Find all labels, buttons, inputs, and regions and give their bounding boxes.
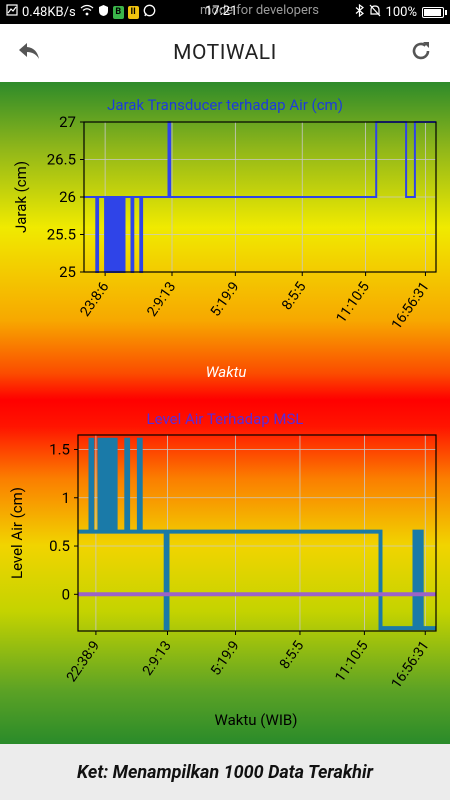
distance-chart: Jarak Transducer terhadap Air (cm) 25 25.5… (0, 82, 450, 392)
y-tick-label: 0.5 (49, 537, 70, 555)
status-bar: 0.48KB/s B II mode for developers 17:21 … (0, 0, 450, 24)
x-tick-label: 16:56:31 (388, 638, 432, 691)
chart-background (0, 82, 450, 744)
status-left: 0.48KB/s B II (6, 4, 156, 21)
series-line-1 (84, 121, 436, 273)
y-tick-label: 25 (59, 263, 76, 281)
x-tick-label: 8:5:5 (277, 638, 308, 672)
y-tick-label: 1.5 (49, 440, 70, 458)
x-tick-label: 11:10:5 (332, 638, 372, 685)
image-notification-icon (6, 4, 18, 20)
x-tick-label: 5:19:9 (208, 638, 243, 679)
y-axis-label: Jarak (cm) (12, 161, 30, 233)
distance-chart-svg: Jarak Transducer terhadap Air (cm) 25 25.5… (12, 96, 437, 381)
y-axis-label: Level Air (cm) (8, 487, 26, 579)
shield-icon (98, 4, 109, 21)
page-title: MOTIWALI (173, 41, 277, 65)
y-tick-label: 27 (59, 113, 76, 131)
x-axis-label: Waktu (WIB) (215, 711, 298, 729)
network-speed: 0.48KB/s (22, 4, 76, 20)
level-chart-svg: Level Air Terhadap MSL 0 0.5 1 1.5 22:38:9 2:9… (8, 410, 437, 729)
wifi-icon (80, 4, 94, 20)
x-tick-label: 23:8:6 (77, 279, 112, 320)
y-tick-label: 1 (62, 489, 70, 507)
back-button[interactable] (12, 37, 46, 69)
clock: 17:21 (205, 4, 238, 19)
footer-note: Ket: Menampilkan 1000 Data Terakhir (77, 761, 373, 783)
bluetooth-icon (355, 3, 364, 21)
x-tick-label: 11:10:5 (333, 279, 373, 326)
refresh-button[interactable] (404, 37, 438, 69)
plot-frame (77, 434, 437, 632)
app-ii-icon: II (127, 5, 139, 19)
level-chart: Level Air Terhadap MSL 0 0.5 1 1.5 22:38:9 2:9… (0, 400, 450, 740)
x-tick-label: 5:19:9 (208, 279, 243, 320)
developer-mode-overlay: mode for developers (200, 3, 319, 18)
x-tick-label: 8:5:5 (279, 279, 310, 313)
x-tick-label: 2:9:13 (144, 279, 179, 320)
refresh-icon (409, 39, 433, 67)
app-b-icon: B (112, 5, 124, 19)
mute-bell-icon (369, 4, 381, 21)
chart-title: Level Air Terhadap MSL (147, 410, 304, 428)
x-axis-label: Waktu (206, 363, 247, 381)
x-tick-label: 22:38:9 (64, 638, 104, 685)
plot-frame (83, 121, 437, 273)
x-tick-label: 2:9:13 (140, 638, 175, 679)
battery-level (424, 8, 441, 16)
y-tick-label: 26 (59, 188, 76, 206)
app-bar: MOTIWALI (0, 24, 450, 82)
whatsapp-icon (143, 4, 156, 21)
x-tick-label: 16:56:31 (389, 279, 433, 332)
y-tick-label: 26.5 (47, 151, 76, 169)
status-right: 100% (355, 0, 447, 24)
chart-title: Jarak Transducer terhadap Air (cm) (107, 96, 343, 114)
series-line-1 (78, 437, 436, 631)
footer: Ket: Menampilkan 1000 Data Terakhir (0, 744, 450, 800)
y-tick-label: 0 (62, 585, 70, 603)
battery-percent: 100% (385, 4, 417, 20)
back-arrow-icon (16, 40, 42, 66)
y-tick-label: 25.5 (47, 226, 76, 244)
battery-icon (422, 6, 447, 18)
